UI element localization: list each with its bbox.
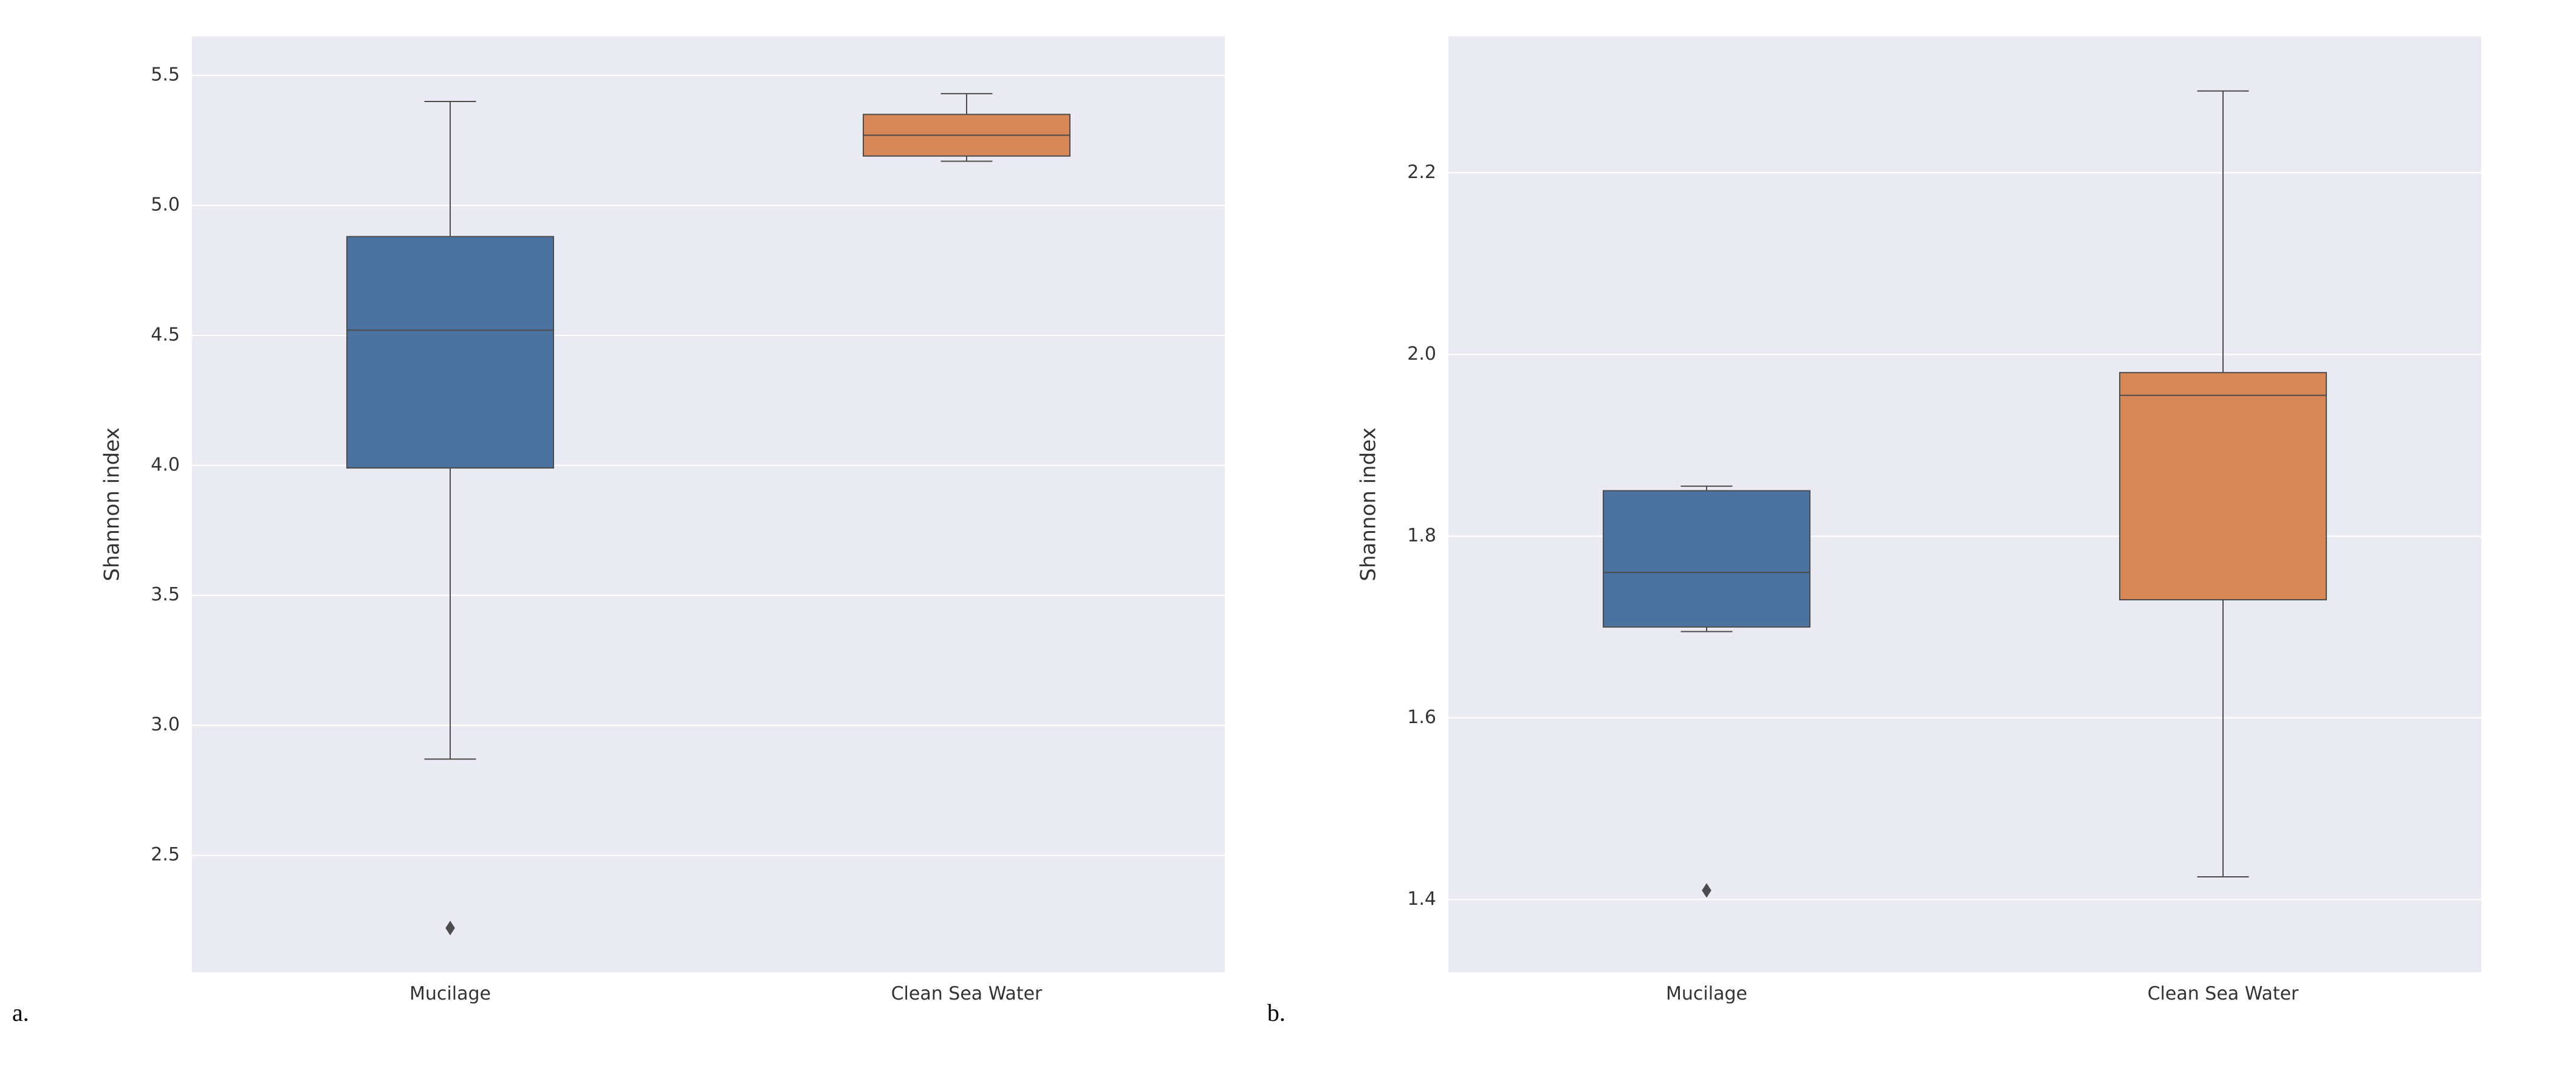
y-tick-label: 4.5: [151, 324, 180, 345]
chart-a-container: 2.5 3.0 3.5 4.0 4.5 5.0 5.5 Shannon index Mucila…: [34, 12, 1243, 1033]
y-tick-label: 2.2: [1407, 162, 1436, 183]
y-tick-label: 2.5: [151, 844, 180, 865]
y-axis-label: Shannon index: [100, 427, 124, 581]
panel-b: b. 1.4 1.6 1.8 2.0 2.2 Shannon index Mucilage C…: [1267, 12, 2499, 1033]
y-tick-label: 2.0: [1407, 343, 1436, 365]
y-tick-label: 1.4: [1407, 888, 1436, 910]
y-axis-label: Shannon index: [1356, 427, 1380, 581]
y-tick-label: 1.6: [1407, 707, 1436, 728]
boxplot-b: 1.4 1.6 1.8 2.0 2.2 Shannon index Mucilage Clea…: [1290, 12, 2499, 1033]
y-tick-label: 3.5: [151, 584, 180, 605]
chart-b-container: 1.4 1.6 1.8 2.0 2.2 Shannon index Mucilage Clea…: [1290, 12, 2499, 1033]
box-mucilage: [347, 236, 553, 468]
y-tick-label: 1.8: [1407, 525, 1436, 546]
panel-label-a: a.: [12, 998, 29, 1033]
x-tick-label: Clean Sea Water: [891, 983, 1042, 1004]
x-tick-label: Mucilage: [1666, 983, 1747, 1004]
y-tick-label: 3.0: [151, 714, 180, 735]
box-clean-sea-water: [2120, 372, 2326, 600]
x-tick-label: Mucilage: [409, 983, 491, 1004]
panel-a: a. 2.5 3.0 3.5 4.0 4.5 5.0 5.5 Shannon index Muc…: [12, 12, 1243, 1033]
y-tick-label: 5.5: [151, 64, 180, 86]
box-mucilage: [1603, 491, 1810, 627]
plot-background: [192, 36, 1225, 972]
y-tick-label: 4.0: [151, 454, 180, 475]
boxplot-a: 2.5 3.0 3.5 4.0 4.5 5.0 5.5 Shannon index Mucila…: [34, 12, 1243, 1033]
y-tick-label: 5.0: [151, 194, 180, 216]
x-tick-label: Clean Sea Water: [2147, 983, 2298, 1004]
panel-label-b: b.: [1267, 998, 1286, 1033]
